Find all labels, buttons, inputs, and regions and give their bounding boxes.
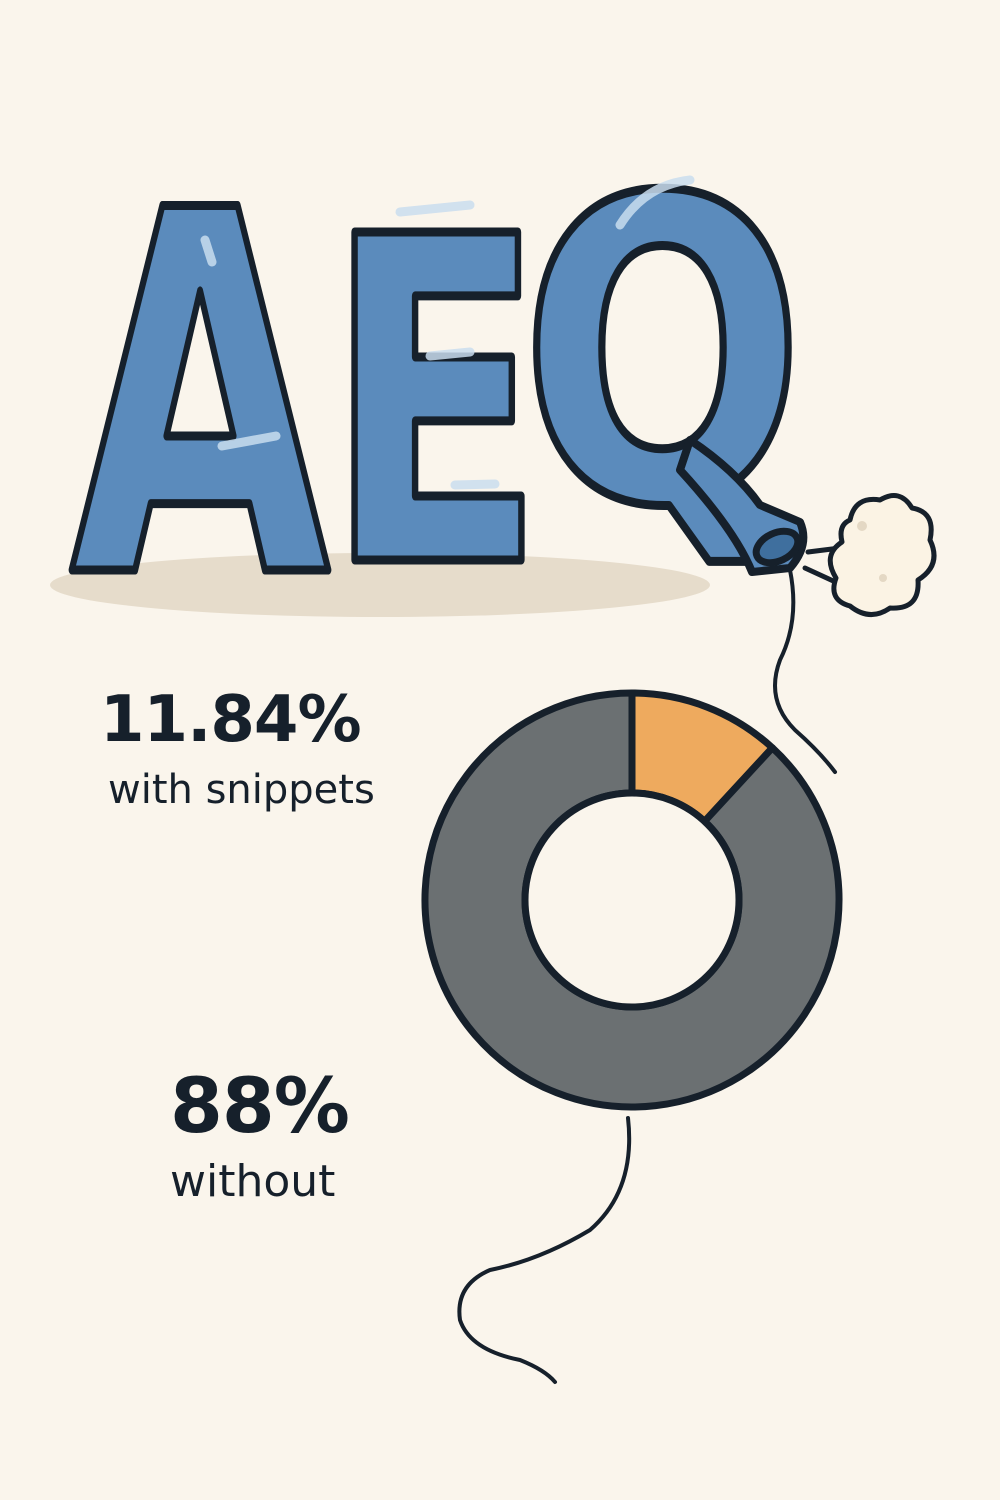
gloss-highlights <box>200 175 695 490</box>
balloon-headline: A E Q <box>66 102 810 693</box>
q-balloon-string <box>773 568 837 774</box>
stat-with-snippets: 11.84% with snippets <box>100 688 375 810</box>
stat-without-value: 88% <box>170 1061 350 1150</box>
donut-hole <box>521 789 743 1011</box>
stat-with-snippets-value: 11.84% <box>100 683 362 757</box>
q-balloon-knot <box>676 436 808 576</box>
stat-without-label: without <box>170 1156 336 1207</box>
balloon-letter-a: A <box>70 106 332 688</box>
air-puff-icon <box>802 493 937 617</box>
balloon-letter-e: E <box>325 143 545 667</box>
stat-with-snippets-label: with snippets <box>108 767 375 813</box>
donut-balloon-string <box>457 1116 632 1384</box>
stat-without: 88% without <box>170 1061 350 1207</box>
letters-shadow <box>50 553 710 617</box>
donut-chart <box>421 689 843 1111</box>
